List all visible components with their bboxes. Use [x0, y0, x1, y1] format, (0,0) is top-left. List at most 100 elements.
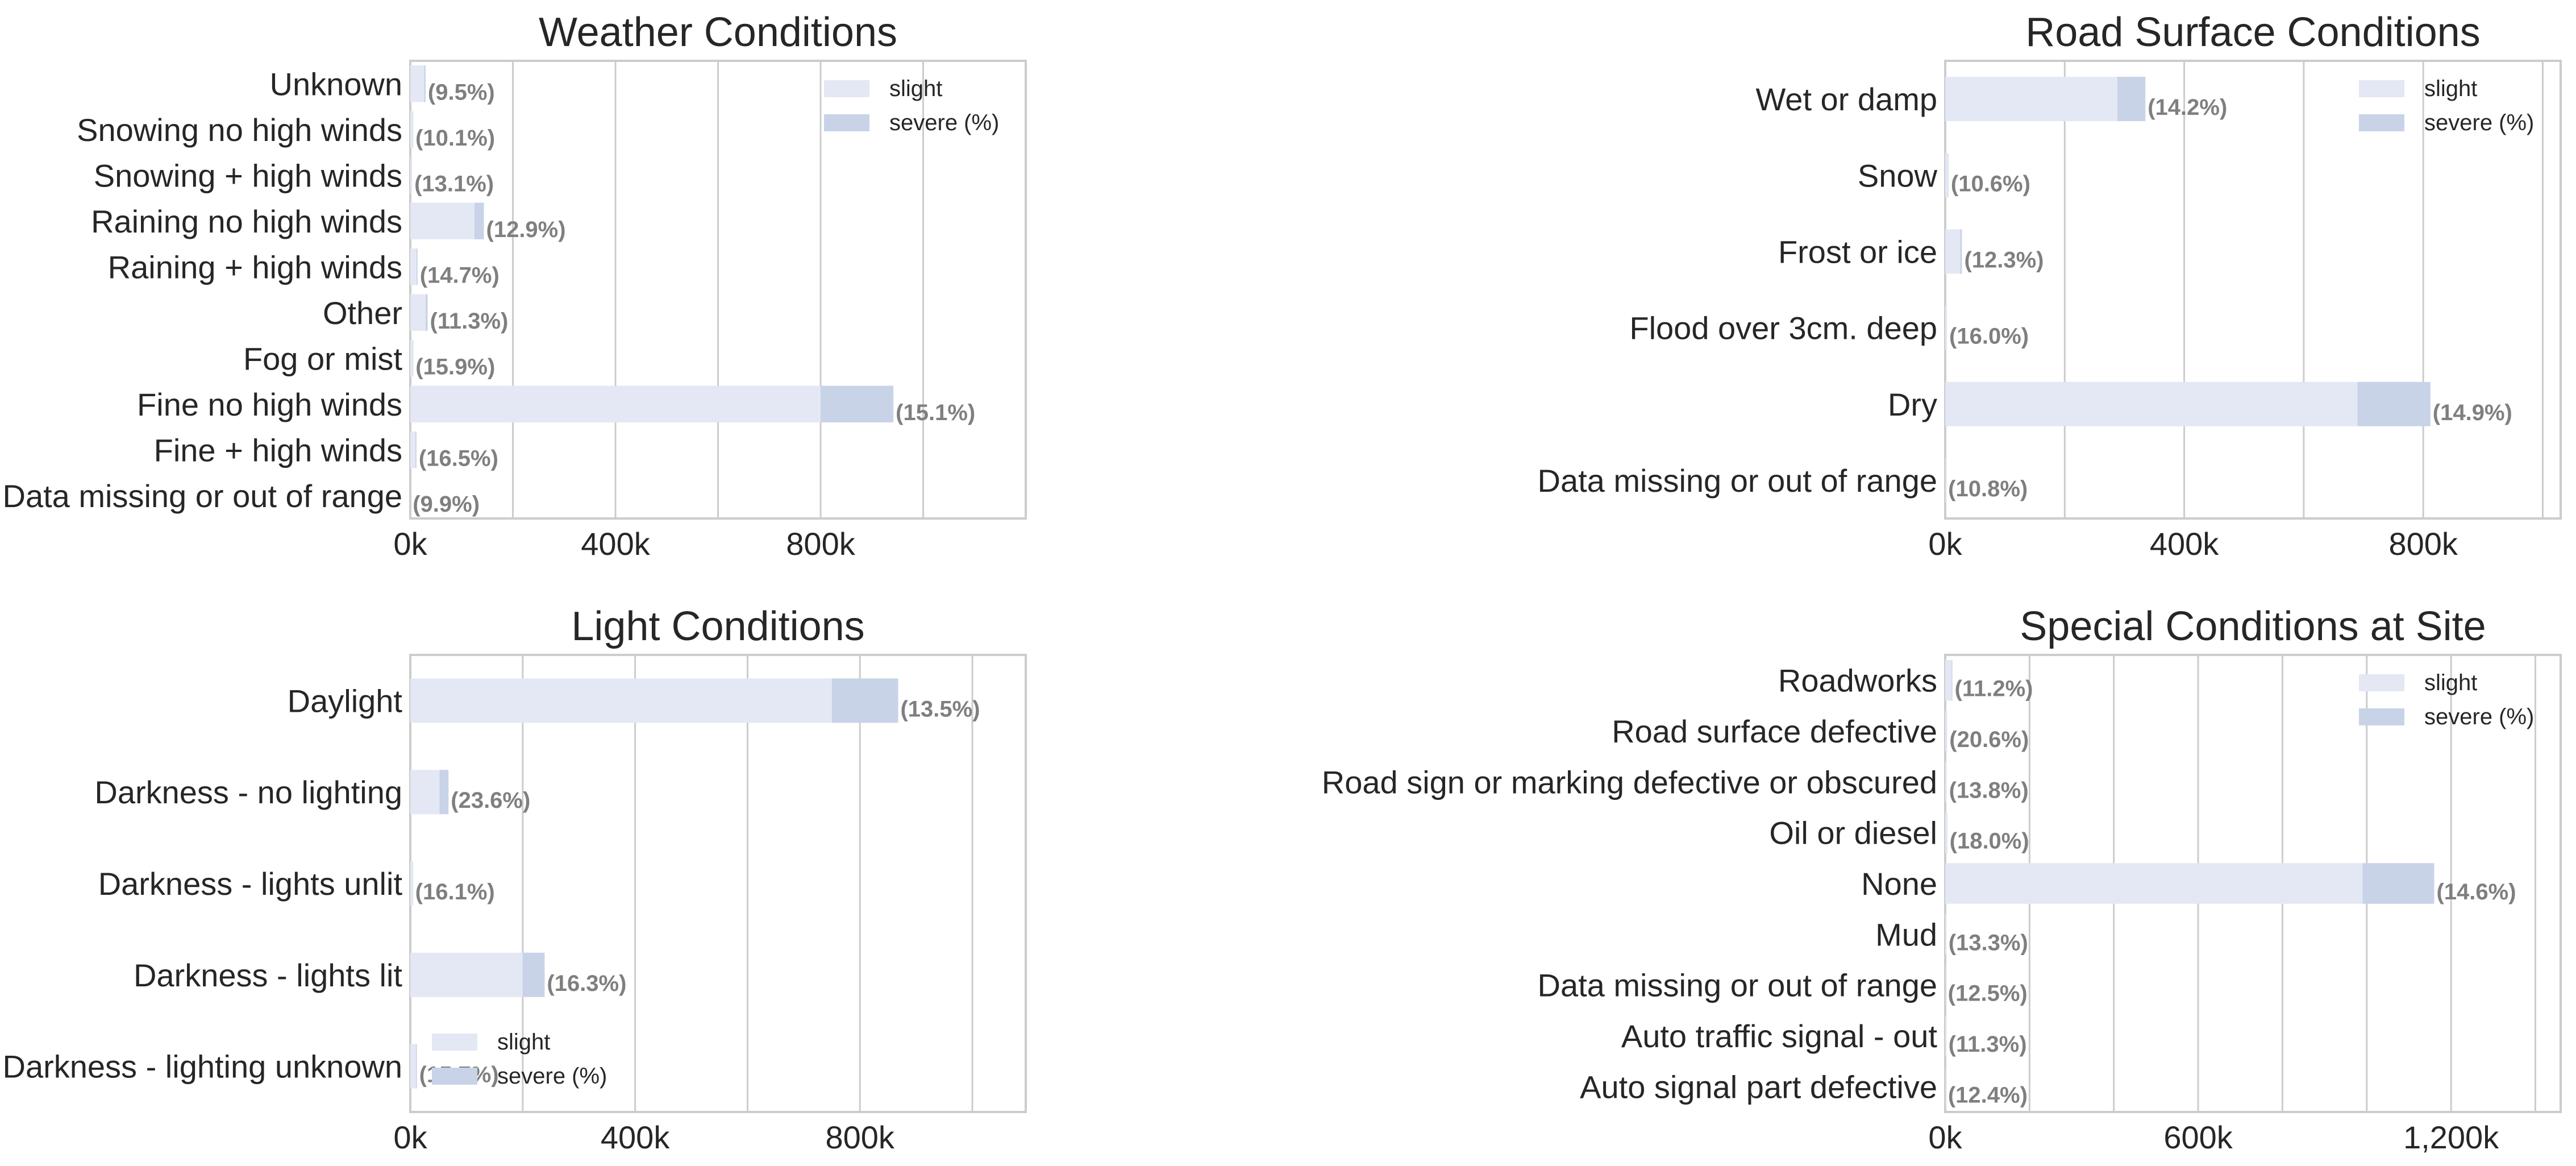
category-label: Darkness - lighting unknown [3, 1049, 402, 1085]
category-label: Snowing no high winds [77, 112, 402, 148]
legend-label-severe: severe (%) [2424, 110, 2534, 135]
x-tick-label: 0k [393, 526, 427, 562]
severe-percent-label: (15.9%) [415, 354, 495, 379]
category-label: Dry [1888, 387, 1937, 422]
severe-percent-label: (23.6%) [451, 788, 530, 813]
bar-severe-dry [2357, 381, 2431, 426]
severe-percent-label: (12.9%) [486, 217, 566, 242]
legend-label-slight: slight [2424, 670, 2477, 695]
legend-label-severe: severe (%) [497, 1064, 607, 1089]
bar-severe-unknown [424, 65, 426, 102]
bar-severe-raining-no-high-winds [474, 202, 484, 239]
x-tick-label: 800k [2388, 526, 2458, 562]
severe-percent-label: (16.3%) [547, 971, 626, 996]
bar-slight-wet-or-damp [1945, 77, 2117, 122]
bar-severe-darkness-no-lighting [439, 770, 449, 815]
severe-percent-label: (13.1%) [414, 171, 494, 196]
category-label: Darkness - no lighting [94, 774, 402, 810]
severe-percent-label: (10.6%) [1951, 171, 2030, 196]
category-label: Raining no high winds [91, 204, 402, 239]
x-tick-labels: 0k 600k 1,200k [1928, 1119, 2499, 1155]
x-tick-label: 600k [2163, 1119, 2233, 1155]
legend: slight severe (%) [432, 1030, 607, 1089]
bars [410, 678, 898, 1089]
bars [1945, 659, 2434, 1107]
gridlines [1944, 61, 2544, 518]
bar-slight-none [1945, 863, 2363, 904]
legend-swatch-severe [2359, 114, 2404, 131]
bar-slight-daylight [410, 678, 832, 723]
category-label: Unknown [270, 66, 402, 102]
category-label: None [1861, 866, 1937, 902]
category-label: Fine no high winds [137, 387, 402, 422]
bar-slight-fog-or-mist [410, 340, 413, 377]
severe-percent-label: (13.3%) [1949, 930, 2028, 955]
legend: slight severe (%) [2359, 670, 2534, 729]
bar-slight-frost-or-ice [1945, 229, 1961, 274]
severe-percent-labels: (14.2%) (10.6%) (12.3%) (16.0%) (14.9%) (10.8… [1948, 95, 2512, 501]
chart-title: Weather Conditions [539, 10, 897, 55]
bar-slight-oil-or-diesel [1945, 812, 1947, 853]
bar-slight-darkness-lights-unlit [410, 861, 413, 906]
category-label: Roadworks [1778, 663, 1937, 699]
bars [410, 65, 894, 514]
legend-swatch-slight [432, 1034, 477, 1051]
x-tick-label: 400k [601, 1119, 670, 1155]
severe-percent-label: (20.6%) [1949, 727, 2029, 752]
category-label: Frost or ice [1778, 234, 1937, 269]
bar-severe-fine-no-high-winds [821, 385, 894, 422]
bar-slight-raining-no-high-winds [410, 202, 475, 239]
bar-severe-none [2362, 863, 2434, 904]
bar-slight-raining-high-winds [410, 248, 417, 285]
legend-label-slight: slight [889, 76, 942, 101]
legend-swatch-slight [824, 80, 869, 97]
severe-percent-label: (9.5%) [428, 80, 495, 105]
severe-percent-label: (11.2%) [1955, 677, 2033, 702]
legend-label-severe: severe (%) [2424, 704, 2534, 729]
severe-percent-label: (16.1%) [415, 879, 495, 904]
bar-severe-roadworks [1951, 659, 1953, 701]
severe-percent-labels: (9.5%) (10.1%) (13.1%) (12.9%) (14.7%) (11.3%… [413, 80, 975, 517]
bar-slight-mud [1945, 914, 1946, 955]
category-label: Oil or diesel [1769, 815, 1937, 851]
bar-slight-roadworks [1945, 659, 1952, 701]
bar-slight-fine-no-high-winds [410, 385, 821, 422]
chart-title: Light Conditions [571, 604, 864, 649]
bar-severe-frost-or-ice [1960, 229, 1962, 274]
severe-percent-label: (12.4%) [1948, 1082, 2028, 1107]
legend-label-slight: slight [2424, 76, 2477, 101]
bar-slight-dry [1945, 381, 2358, 426]
special-conditions-chart: Special Conditions at Site Roadworks Road… [1322, 604, 2562, 1155]
severe-percent-label: (13.5%) [900, 696, 980, 721]
severe-percent-label: (12.3%) [1964, 247, 2044, 272]
legend-swatch-slight [2359, 674, 2404, 691]
light-conditions-chart: Light Conditions Daylight Darkness - no l… [3, 604, 1027, 1155]
x-tick-label: 400k [581, 526, 650, 562]
severe-percent-label: (14.2%) [2148, 95, 2227, 120]
bar-severe-wet-or-damp [2117, 77, 2146, 122]
severe-percent-label: (14.9%) [2433, 400, 2512, 425]
category-label: Snow [1858, 157, 1938, 193]
bar-slight-fine-high-winds [410, 431, 416, 468]
category-label: Data missing or out of range [3, 478, 402, 514]
category-label: Snowing + high winds [94, 157, 402, 193]
category-label: Road sign or marking defective or obscur… [1322, 764, 1937, 800]
category-label: Darkness - lights unlit [98, 866, 403, 902]
severe-percent-label: (9.9%) [413, 492, 480, 517]
category-labels: Wet or damp Snow Frost or ice Flood over 3c… [1538, 81, 1938, 499]
bar-slight-darkness-lights-lit [410, 952, 523, 997]
category-label: Fine + high winds [154, 432, 402, 468]
chart-title: Special Conditions at Site [2020, 604, 2486, 649]
category-label: Road surface defective [1612, 713, 1937, 749]
x-tick-label: 0k [393, 1119, 427, 1155]
category-labels: Daylight Darkness - no lighting Darkness -… [3, 683, 403, 1084]
x-tick-labels: 0k 400k 800k [393, 1119, 895, 1155]
legend-swatch-slight [2359, 80, 2404, 97]
category-label: Data missing or out of range [1538, 968, 1937, 1003]
bar-severe-snowing-no-high-winds [413, 111, 414, 148]
category-label: Flood over 3cm. deep [1629, 310, 1937, 346]
severe-percent-label: (11.3%) [430, 309, 509, 334]
category-label: Raining + high winds [108, 249, 402, 285]
severe-percent-label: (10.8%) [1948, 476, 2028, 501]
severe-percent-label: (14.6%) [2436, 879, 2516, 904]
